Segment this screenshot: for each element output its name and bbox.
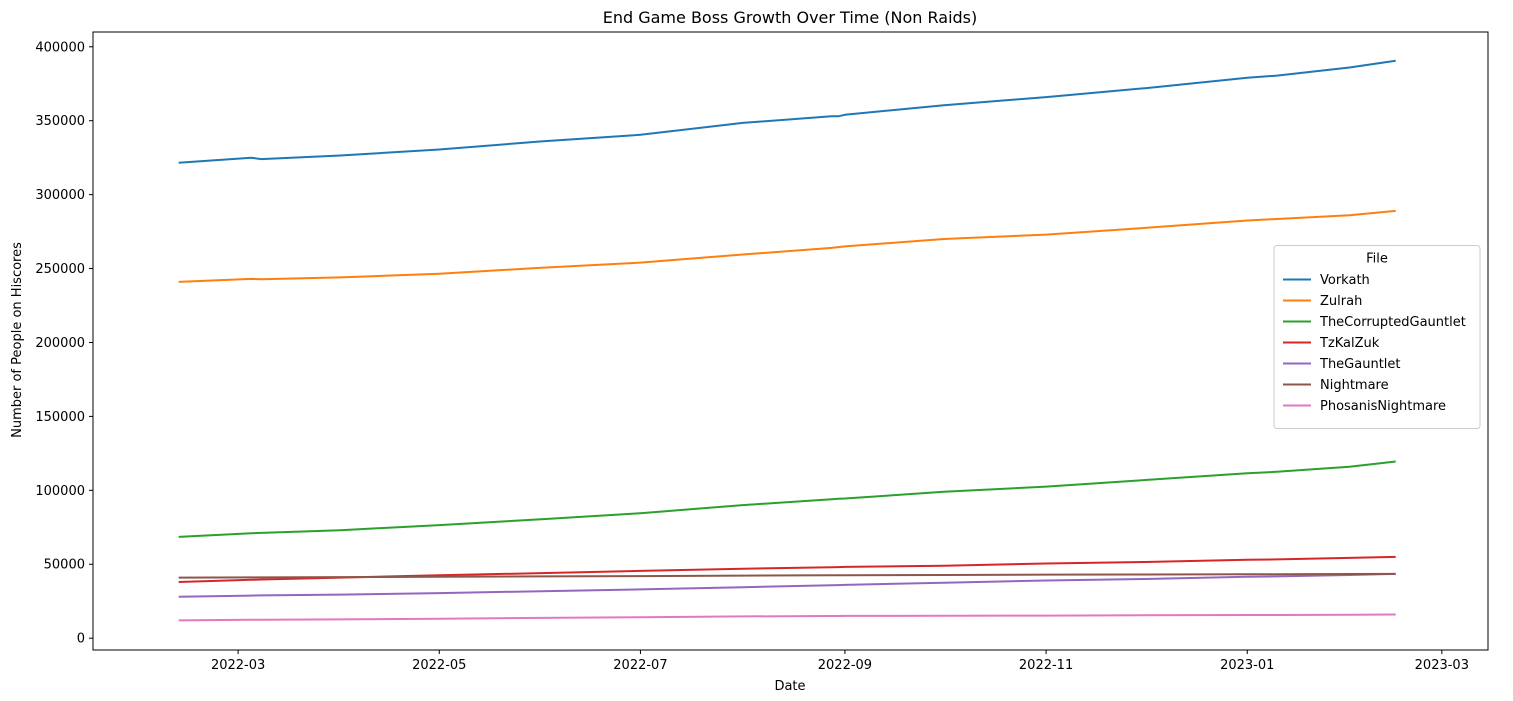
x-tick-label: 2023-01 (1220, 658, 1274, 673)
y-tick-label: 300000 (35, 188, 85, 203)
legend[interactable]: File Vorkath Zulrah TheCorruptedGauntlet TzK… (1273, 245, 1481, 429)
y-tick-label: 250000 (35, 262, 85, 277)
series-line-vorkath (178, 59, 1396, 164)
series-line-thegauntlet (178, 572, 1396, 598)
series-line-phosanisnightmare (178, 613, 1396, 622)
series-line-zulrah (178, 209, 1396, 283)
x-tick-label: 2023-03 (1415, 658, 1469, 673)
plot-area (178, 59, 1396, 622)
y-tick-label: 350000 (35, 114, 85, 129)
legend-box (1273, 245, 1481, 429)
legend-label-thecorruptedgauntlet: TheCorruptedGauntlet (1319, 315, 1466, 330)
x-tick-label: 2022-11 (1019, 658, 1073, 673)
y-tick-label: 200000 (35, 336, 85, 351)
legend-title: File (1366, 252, 1388, 267)
legend-label-zulrah: Zulrah (1320, 294, 1362, 309)
axes: 0 50000 100000 150000 200000 250000 300000 3500… (35, 31, 1489, 673)
y-tick-label: 150000 (35, 410, 85, 425)
legend-label-tzkalzuk: TzKalZuk (1319, 336, 1380, 351)
y-tick-label: 100000 (35, 484, 85, 499)
legend-label-thegauntlet: TheGauntlet (1319, 357, 1401, 372)
y-tick-label: 400000 (35, 40, 85, 55)
x-axis-label: Date (774, 679, 805, 694)
legend-label-nightmare: Nightmare (1320, 378, 1389, 393)
y-axis-label: Number of People on Hiscores (10, 242, 25, 438)
y-tick-label: 50000 (44, 558, 85, 573)
x-tick-label: 2022-05 (412, 658, 466, 673)
x-tick-label: 2022-03 (211, 658, 265, 673)
series-line-nightmare (178, 572, 1396, 579)
x-tick-label: 2022-07 (613, 658, 667, 673)
chart-title: End Game Boss Growth Over Time (Non Raid… (603, 8, 978, 27)
y-tick-label: 0 (77, 632, 85, 647)
x-tick-label: 2022-09 (818, 658, 872, 673)
legend-label-vorkath: Vorkath (1320, 273, 1370, 288)
legend-label-phosanisnightmare: PhosanisNightmare (1320, 399, 1446, 414)
plot-frame (92, 31, 1489, 651)
series-line-thecorruptedgauntlet (178, 460, 1396, 538)
